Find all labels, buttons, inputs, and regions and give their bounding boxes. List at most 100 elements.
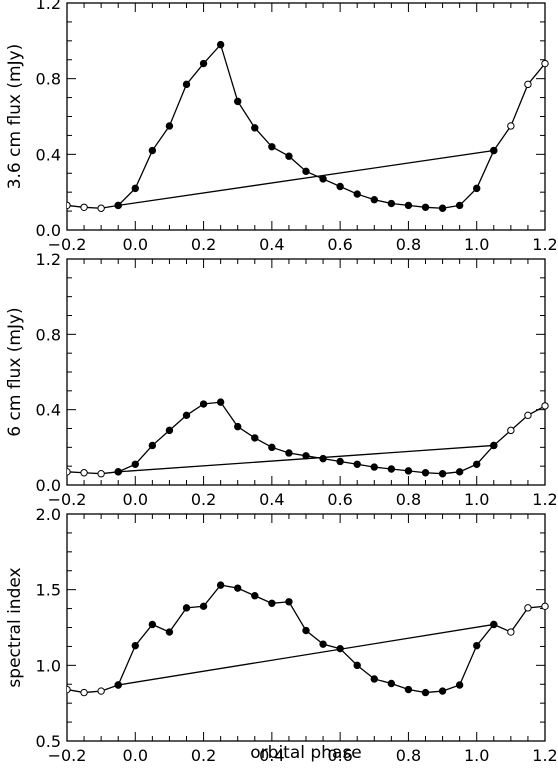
x-tick-label: 0.4 [259, 746, 284, 765]
x-tick-label: 1.2 [532, 235, 557, 254]
data-point-filled [404, 201, 413, 210]
y-axis-label: spectral index [5, 567, 25, 687]
data-point-filled [285, 152, 293, 160]
data-point-filled [387, 679, 396, 688]
data-point-filled [268, 599, 276, 607]
x-tick-label: −0.2 [48, 746, 87, 765]
x-tick-label: 1.0 [464, 235, 489, 254]
data-point-filled [490, 146, 498, 155]
data-point-filled [114, 681, 122, 689]
data-point-open [541, 402, 549, 410]
x-tick-label: 0.8 [396, 746, 421, 765]
x-tick-label: −0.2 [48, 235, 87, 254]
series-line [117, 401, 495, 475]
x-tick-label: 0.2 [191, 235, 216, 254]
data-point-filled [319, 640, 327, 648]
series-line [117, 43, 495, 209]
y-axis-label: 6 cm flux (mJy) [5, 307, 25, 436]
data-point-filled [370, 675, 378, 683]
data-point-filled [473, 184, 481, 193]
y-tick-label: 0.4 [36, 145, 61, 164]
data-point-filled [234, 97, 242, 106]
data-point-filled [455, 681, 464, 689]
x-tick-label: 0.0 [123, 490, 148, 509]
data-point-filled [251, 434, 259, 442]
data-point-filled [285, 449, 293, 457]
data-point-open [524, 604, 532, 612]
x-tick-label: 0.8 [396, 235, 421, 254]
y-tick-label: 1.5 [36, 581, 61, 600]
data-point-open [524, 80, 532, 89]
x-tick-label: 0.6 [327, 490, 352, 509]
x-tick-label: 1.2 [532, 746, 557, 765]
x-tick-label: 0.6 [327, 746, 352, 765]
data-point-filled [387, 465, 396, 473]
data-point-filled [182, 80, 191, 89]
data-point-filled [353, 190, 361, 198]
data-point-filled [251, 124, 259, 132]
chart-panel-1: −0.2 0.0 0.2 0.4 0.6 0.8 1.0 1.20.00.40.81.23.6… [5, 0, 558, 254]
data-point-filled [165, 122, 174, 130]
data-point-filled [165, 426, 174, 435]
data-point-filled [455, 468, 464, 476]
x-tick-label: 0.2 [191, 490, 216, 509]
plot-frame [66, 258, 546, 486]
data-point-filled [336, 457, 344, 466]
y-tick-label: 0.8 [36, 70, 61, 89]
data-point-open [97, 204, 105, 212]
data-point-open [541, 602, 549, 611]
data-point-filled [148, 620, 157, 629]
x-tick-label: 1.0 [464, 490, 489, 509]
data-point-filled [251, 592, 259, 600]
data-point-filled [182, 604, 191, 612]
data-point-filled [353, 661, 361, 670]
data-point-filled [319, 175, 327, 183]
data-point-filled [336, 644, 344, 653]
chart-panel-2: −0.2 0.0 0.2 0.4 0.6 0.8 1.0 1.20.00.40.81.26 c… [5, 250, 558, 509]
data-point-filled [131, 641, 139, 650]
data-point-filled [268, 443, 276, 452]
x-tick-label: 0.4 [259, 490, 284, 509]
data-point-open [80, 203, 88, 212]
data-point-open [524, 411, 532, 420]
data-point-open [80, 469, 88, 477]
data-point-filled [473, 641, 481, 650]
data-point-filled [438, 204, 447, 212]
data-point-filled [234, 422, 242, 431]
data-point-open [541, 59, 549, 68]
data-point-open [80, 688, 88, 697]
data-point-open [507, 426, 515, 435]
data-point-filled [182, 411, 191, 420]
chart-panel-3: −0.2 0.0 0.2 0.4 0.6 0.8 1.0 1.2 0.5 1.0 1.5 2.0 spe… [5, 505, 558, 765]
plot-frame [66, 2, 546, 231]
data-point-filled [421, 203, 430, 212]
data-point-filled [234, 584, 242, 592]
data-point-filled [490, 441, 498, 450]
data-point-filled [455, 201, 464, 210]
series-2 [114, 398, 498, 478]
data-point-filled [421, 688, 430, 697]
data-point-filled [473, 460, 481, 468]
data-point-filled [370, 463, 378, 471]
data-point-open [67, 468, 71, 476]
data-point-filled [199, 400, 208, 408]
x-tick-label: 1.0 [464, 746, 489, 765]
data-point-filled [165, 628, 174, 636]
data-point-filled [114, 468, 122, 476]
data-point-filled [370, 196, 378, 204]
data-point-filled [302, 167, 310, 176]
y-tick-label: 1.2 [36, 0, 61, 13]
data-point-open [507, 122, 515, 130]
y-tick-label: 0.5 [36, 732, 61, 751]
data-point-filled [114, 201, 122, 210]
y-tick-label: 1.0 [36, 656, 61, 675]
data-point-filled [216, 581, 225, 589]
data-point-filled [387, 199, 396, 208]
data-point-open [97, 470, 105, 478]
data-point-filled [131, 460, 139, 468]
x-tick-label: 0.8 [396, 490, 421, 509]
series-line [67, 605, 546, 694]
y-tick-label: 0.0 [36, 221, 61, 240]
x-tick-label: 0.0 [123, 235, 148, 254]
data-point-filled [438, 470, 447, 478]
